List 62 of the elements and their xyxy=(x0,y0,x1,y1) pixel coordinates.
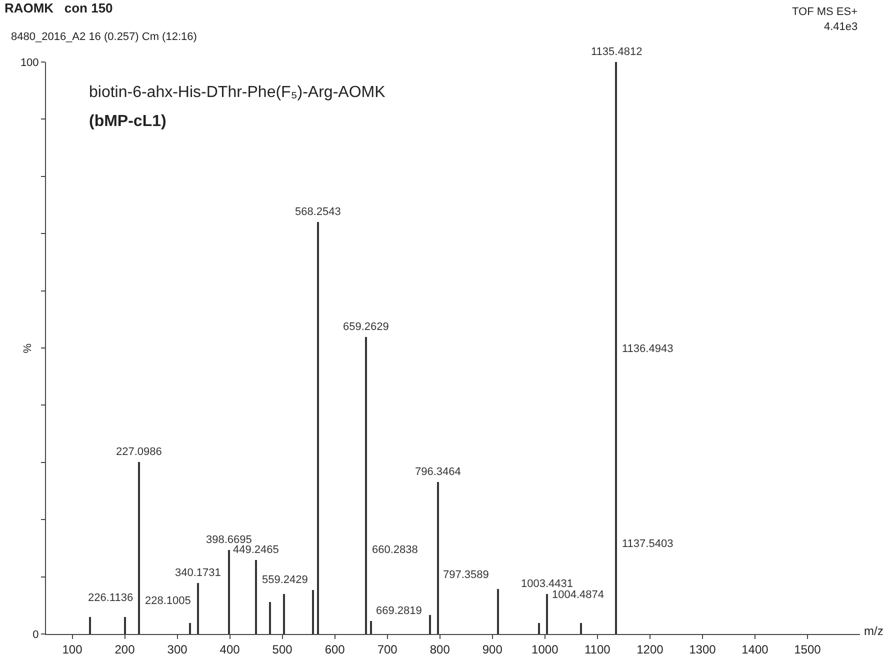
text: 4.41e3 xyxy=(824,21,858,33)
annotation: 1004.4874 xyxy=(552,589,604,601)
chart-subtitle: 8480_2016_A2 16 (0.257) Cm (12:16) xyxy=(11,31,197,43)
x-tick-label: 300 xyxy=(167,642,188,656)
annotation: 1003.4431 xyxy=(521,578,573,590)
x-tick-label: 700 xyxy=(377,642,398,656)
annotation: 559.2429 xyxy=(262,574,308,586)
annotation: 669.2819 xyxy=(376,605,422,617)
y-tick-label: 0 xyxy=(32,628,39,641)
x-tick-label: 500 xyxy=(272,642,293,656)
bar xyxy=(429,615,431,634)
x-tick-label: 600 xyxy=(324,642,346,656)
x-tick-label: 800 xyxy=(430,642,450,656)
annotation: 227.0986 xyxy=(116,446,162,458)
annotation: 340.1731 xyxy=(175,567,221,579)
annotation: 568.2543 xyxy=(295,206,341,218)
annotation: 1136.4943 xyxy=(622,343,674,355)
bar xyxy=(370,621,372,634)
chart-title: RAOMK con 150 xyxy=(4,0,113,16)
bar xyxy=(497,589,499,634)
x-tick-label: 900 xyxy=(482,642,503,656)
bar xyxy=(189,623,191,634)
bar xyxy=(538,623,540,634)
bar xyxy=(255,560,257,634)
annotation: 660.2838 xyxy=(372,544,418,556)
annotation: biotin-6-ahx-His-DThr-Phe(F₅)-Arg-AOMK xyxy=(89,84,386,101)
text: TOF MS ES+ xyxy=(792,6,858,18)
annotation: (bMP-cL1) xyxy=(89,113,166,130)
bar xyxy=(138,462,140,634)
bar xyxy=(124,617,126,634)
bar xyxy=(312,590,314,634)
x-tick-label: 1000 xyxy=(532,642,559,656)
x-tick-label: 1300 xyxy=(689,642,716,656)
annotation: 449.2465 xyxy=(233,544,279,556)
bar xyxy=(283,594,285,634)
y-axis-title: % xyxy=(22,343,34,354)
bar xyxy=(269,602,271,634)
bar xyxy=(365,337,367,634)
bar xyxy=(197,583,199,634)
bar xyxy=(546,594,548,634)
x-tick-label: 200 xyxy=(114,642,136,656)
annotation: 226.1136 xyxy=(88,592,134,604)
bar xyxy=(580,623,582,634)
bar xyxy=(89,617,91,634)
x-tick-label: 1200 xyxy=(636,642,664,656)
annotation: 659.2629 xyxy=(343,321,389,333)
annotation: 797.3589 xyxy=(443,569,489,581)
annotation: 228.1005 xyxy=(145,595,191,607)
x-axis-title: m/z xyxy=(864,624,884,638)
x-tick-label: 1400 xyxy=(742,642,769,656)
x-tick-label: 1100 xyxy=(584,642,611,656)
annotation: 1137.5403 xyxy=(622,538,674,550)
annotation: 398.6695 xyxy=(206,534,252,546)
annotation: 1135.4812 xyxy=(591,46,642,58)
bar xyxy=(437,482,439,634)
bar xyxy=(615,62,617,634)
annotation: 796.3464 xyxy=(415,466,461,478)
x-tick-label: 400 xyxy=(220,642,240,656)
bar xyxy=(317,222,319,634)
x-tick-label: 1500 xyxy=(794,642,822,656)
x-tick-label: 100 xyxy=(62,642,83,656)
bar xyxy=(228,550,230,634)
